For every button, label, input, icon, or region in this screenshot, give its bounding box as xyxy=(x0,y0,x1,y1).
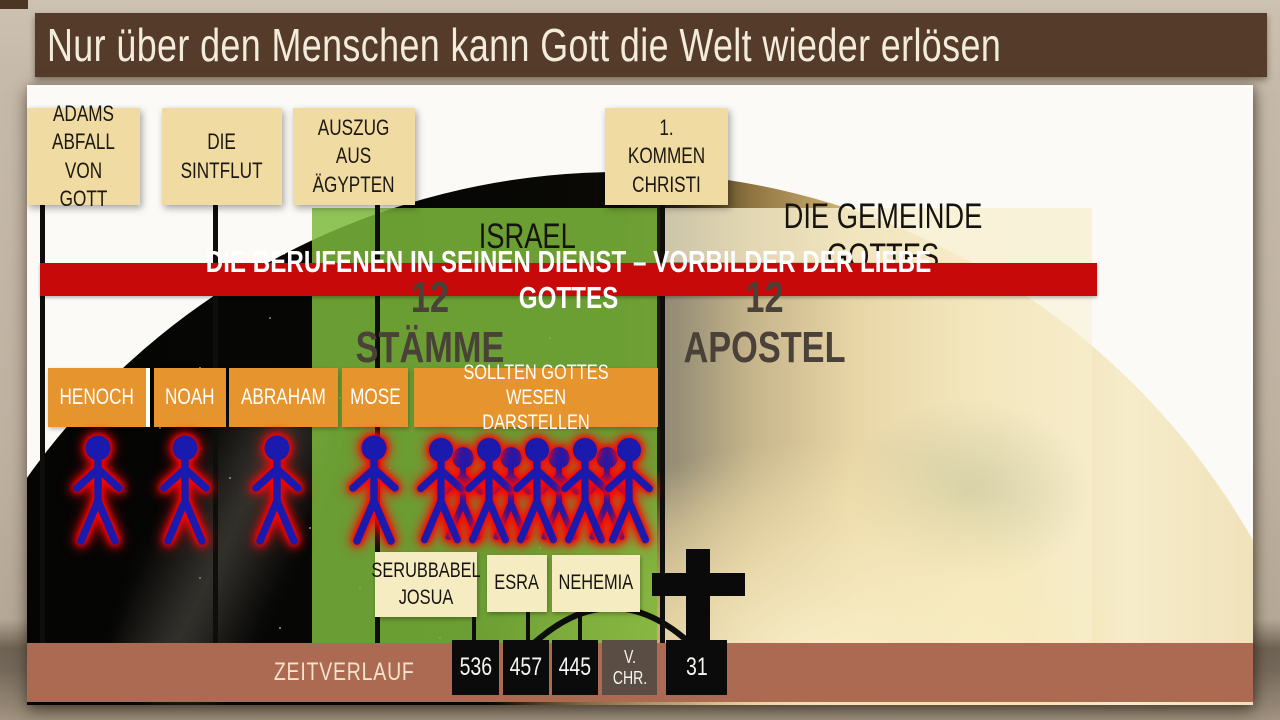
date-connector-536 xyxy=(472,612,476,646)
column-header-israel: ISRAEL xyxy=(478,217,576,256)
date-box-445: 445 xyxy=(552,640,598,695)
patriarch-box-abraham: ABRAHAM xyxy=(229,368,338,427)
era-box-adams: ADAMS ABFALL VON GOTT xyxy=(27,101,140,211)
date-box-457: 457 xyxy=(503,640,549,695)
timeline-vline-sintflut xyxy=(213,205,218,702)
cross-icon-arm xyxy=(652,573,745,596)
date-box-536: 536 xyxy=(452,640,499,695)
stick-figure xyxy=(558,435,612,547)
stick-figure xyxy=(70,433,126,548)
date-connector-457 xyxy=(526,612,530,646)
stick-figure xyxy=(510,435,564,547)
timeline-vline-adams xyxy=(40,205,45,702)
restorer-box-serubbabel: SERUBBABEL JOSUA xyxy=(371,552,481,617)
stick-figure xyxy=(414,435,468,547)
patriarch-box-noah: NOAH xyxy=(154,368,226,427)
stick-figure xyxy=(462,435,516,547)
era-box-kommen-christi: 1. KOMMEN CHRISTI xyxy=(605,108,728,205)
stars-decoration xyxy=(139,247,141,249)
date-box-era: V. CHR. xyxy=(602,640,657,695)
date-connector-445 xyxy=(578,612,582,646)
date-box-31: 31 xyxy=(666,640,727,695)
photo-corner-chip xyxy=(0,0,28,9)
timeline-label: ZEITVERLAUF xyxy=(274,658,415,686)
patriarch-box-mose: MOSE xyxy=(342,368,408,427)
stick-figure xyxy=(157,433,213,548)
era-box-auszug: AUSZUG AUS ÄGYPTEN xyxy=(293,108,415,205)
banner-berufene: DIE BERUFENEN IN SEINEN DIENST – VORBILD… xyxy=(40,244,1097,315)
mission-box: SOLLTEN GOTTES WESEN DARSTELLEN xyxy=(414,361,658,434)
timeline-vline-kommen xyxy=(660,205,665,697)
patriarch-box-henoch: HENOCH xyxy=(48,368,150,427)
restorer-box-esra: ESRA xyxy=(487,555,547,612)
restorer-box-nehemia: NEHEMIA xyxy=(552,555,640,612)
title-bar: Nur über den Menschen kann Gott die Welt… xyxy=(35,13,1267,77)
era-box-sintflut: DIE SINTFLUT xyxy=(162,108,282,205)
stick-figure xyxy=(249,433,305,548)
group-header-apostel: 12 APOSTEL xyxy=(683,273,846,372)
stick-figure xyxy=(602,435,656,547)
stick-figure xyxy=(346,433,402,548)
slide-title: Nur über den Menschen kann Gott die Welt… xyxy=(47,19,1002,71)
group-header-staemme: 12 STÄMME xyxy=(355,273,505,372)
slide-canvas: ZEITVERLAUF 536 457 445 V. CHR. 31 ISRAE… xyxy=(27,85,1253,705)
